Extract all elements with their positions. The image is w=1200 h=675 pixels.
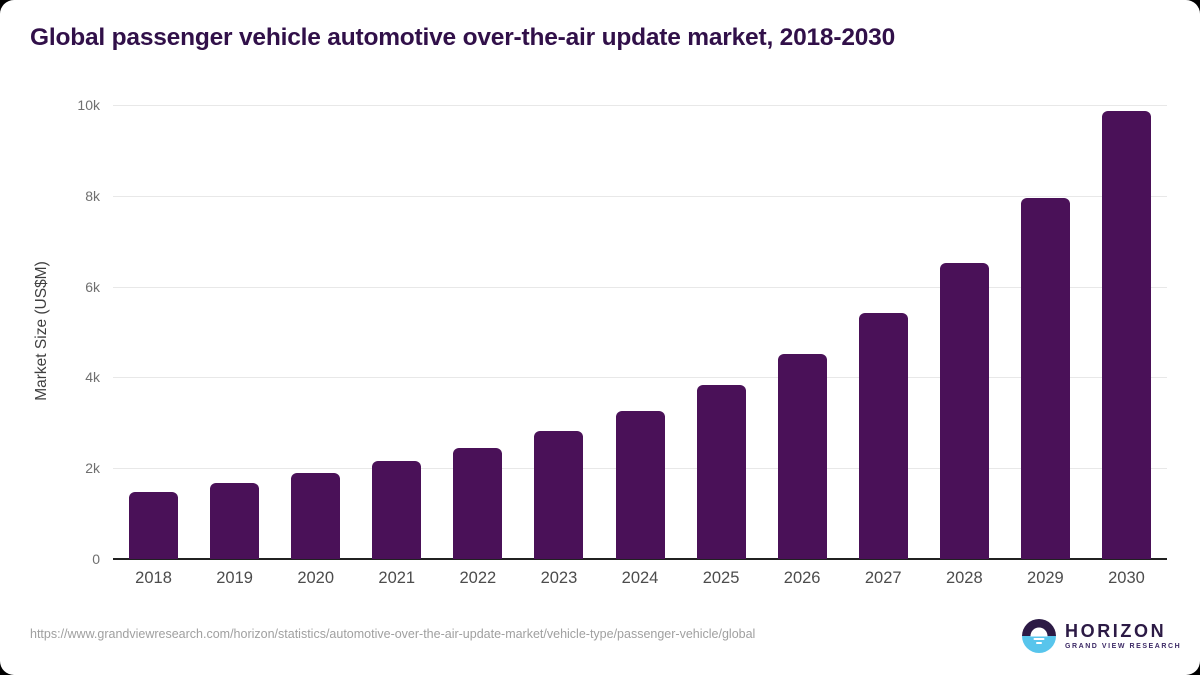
source-url: https://www.grandviewresearch.com/horizo… [30, 627, 756, 641]
x-tick-label-2020: 2020 [297, 569, 335, 587]
y-tick-label-10k: 10k [77, 97, 100, 113]
y-tick-label-6k: 6k [85, 278, 100, 295]
x-tick-label-2019: 2019 [216, 569, 253, 587]
gridline-10k [113, 105, 1167, 106]
horizon-logo-icon [1022, 619, 1056, 653]
bar-2024 [615, 410, 665, 559]
bar-2021 [372, 460, 422, 559]
x-tick-label-2024: 2024 [621, 569, 659, 587]
x-tick-label-2023: 2023 [540, 569, 578, 587]
gridline-4k [113, 377, 1167, 379]
bar-2030 [1101, 110, 1151, 559]
bar-2028 [939, 262, 989, 559]
sun-reflection-line [1033, 638, 1045, 640]
x-tick-label-2022: 2022 [459, 569, 497, 587]
x-axis-line [113, 558, 1167, 560]
bar-2025 [696, 384, 746, 559]
y-axis-ticks: 0 2k 4k 6k 8k 10k [0, 97, 100, 567]
y-tick-label-0: 0 [92, 551, 100, 567]
logo-name: HORIZON [1065, 621, 1167, 642]
x-tick-label-2026: 2026 [783, 569, 821, 587]
bar-2023 [534, 430, 584, 559]
bar-2020 [291, 473, 341, 559]
y-tick-label-8k: 8k [85, 187, 100, 204]
x-tick-label-2029: 2029 [1027, 569, 1064, 587]
plot-area [113, 105, 1167, 560]
x-tick-label-2027: 2027 [864, 569, 902, 587]
x-tick-label-2021: 2021 [378, 569, 416, 587]
sun-reflection-line [1036, 642, 1042, 644]
bar-2027 [858, 313, 908, 559]
gridline-8k [113, 195, 1167, 197]
logo-text: HORIZON GRAND VIEW RESEARCH [1065, 622, 1181, 650]
gridline-6k [113, 286, 1167, 288]
x-tick-label-2030: 2030 [1108, 569, 1145, 587]
y-tick-label-2k: 2k [85, 460, 100, 477]
bar-2018 [129, 492, 179, 559]
logo-subtitle: GRAND VIEW RESEARCH [1065, 642, 1182, 650]
x-tick-label-2028: 2028 [945, 569, 983, 587]
x-axis-ticks: 2018 2019 2020 2021 2022 2023 2024 2025 2026 2027… [113, 569, 1167, 591]
x-tick-label-2018: 2018 [135, 569, 172, 587]
bar-2029 [1020, 197, 1070, 559]
sunrise-icon [1030, 627, 1048, 636]
bar-2022 [453, 447, 503, 559]
horizon-logo: HORIZON GRAND VIEW RESEARCH [1022, 619, 1181, 653]
bar-2019 [210, 482, 260, 559]
bar-2026 [777, 353, 827, 559]
x-tick-label-2025: 2025 [702, 569, 740, 587]
y-tick-label-4k: 4k [85, 369, 100, 386]
chart-title: Global passenger vehicle automotive over… [30, 24, 896, 51]
